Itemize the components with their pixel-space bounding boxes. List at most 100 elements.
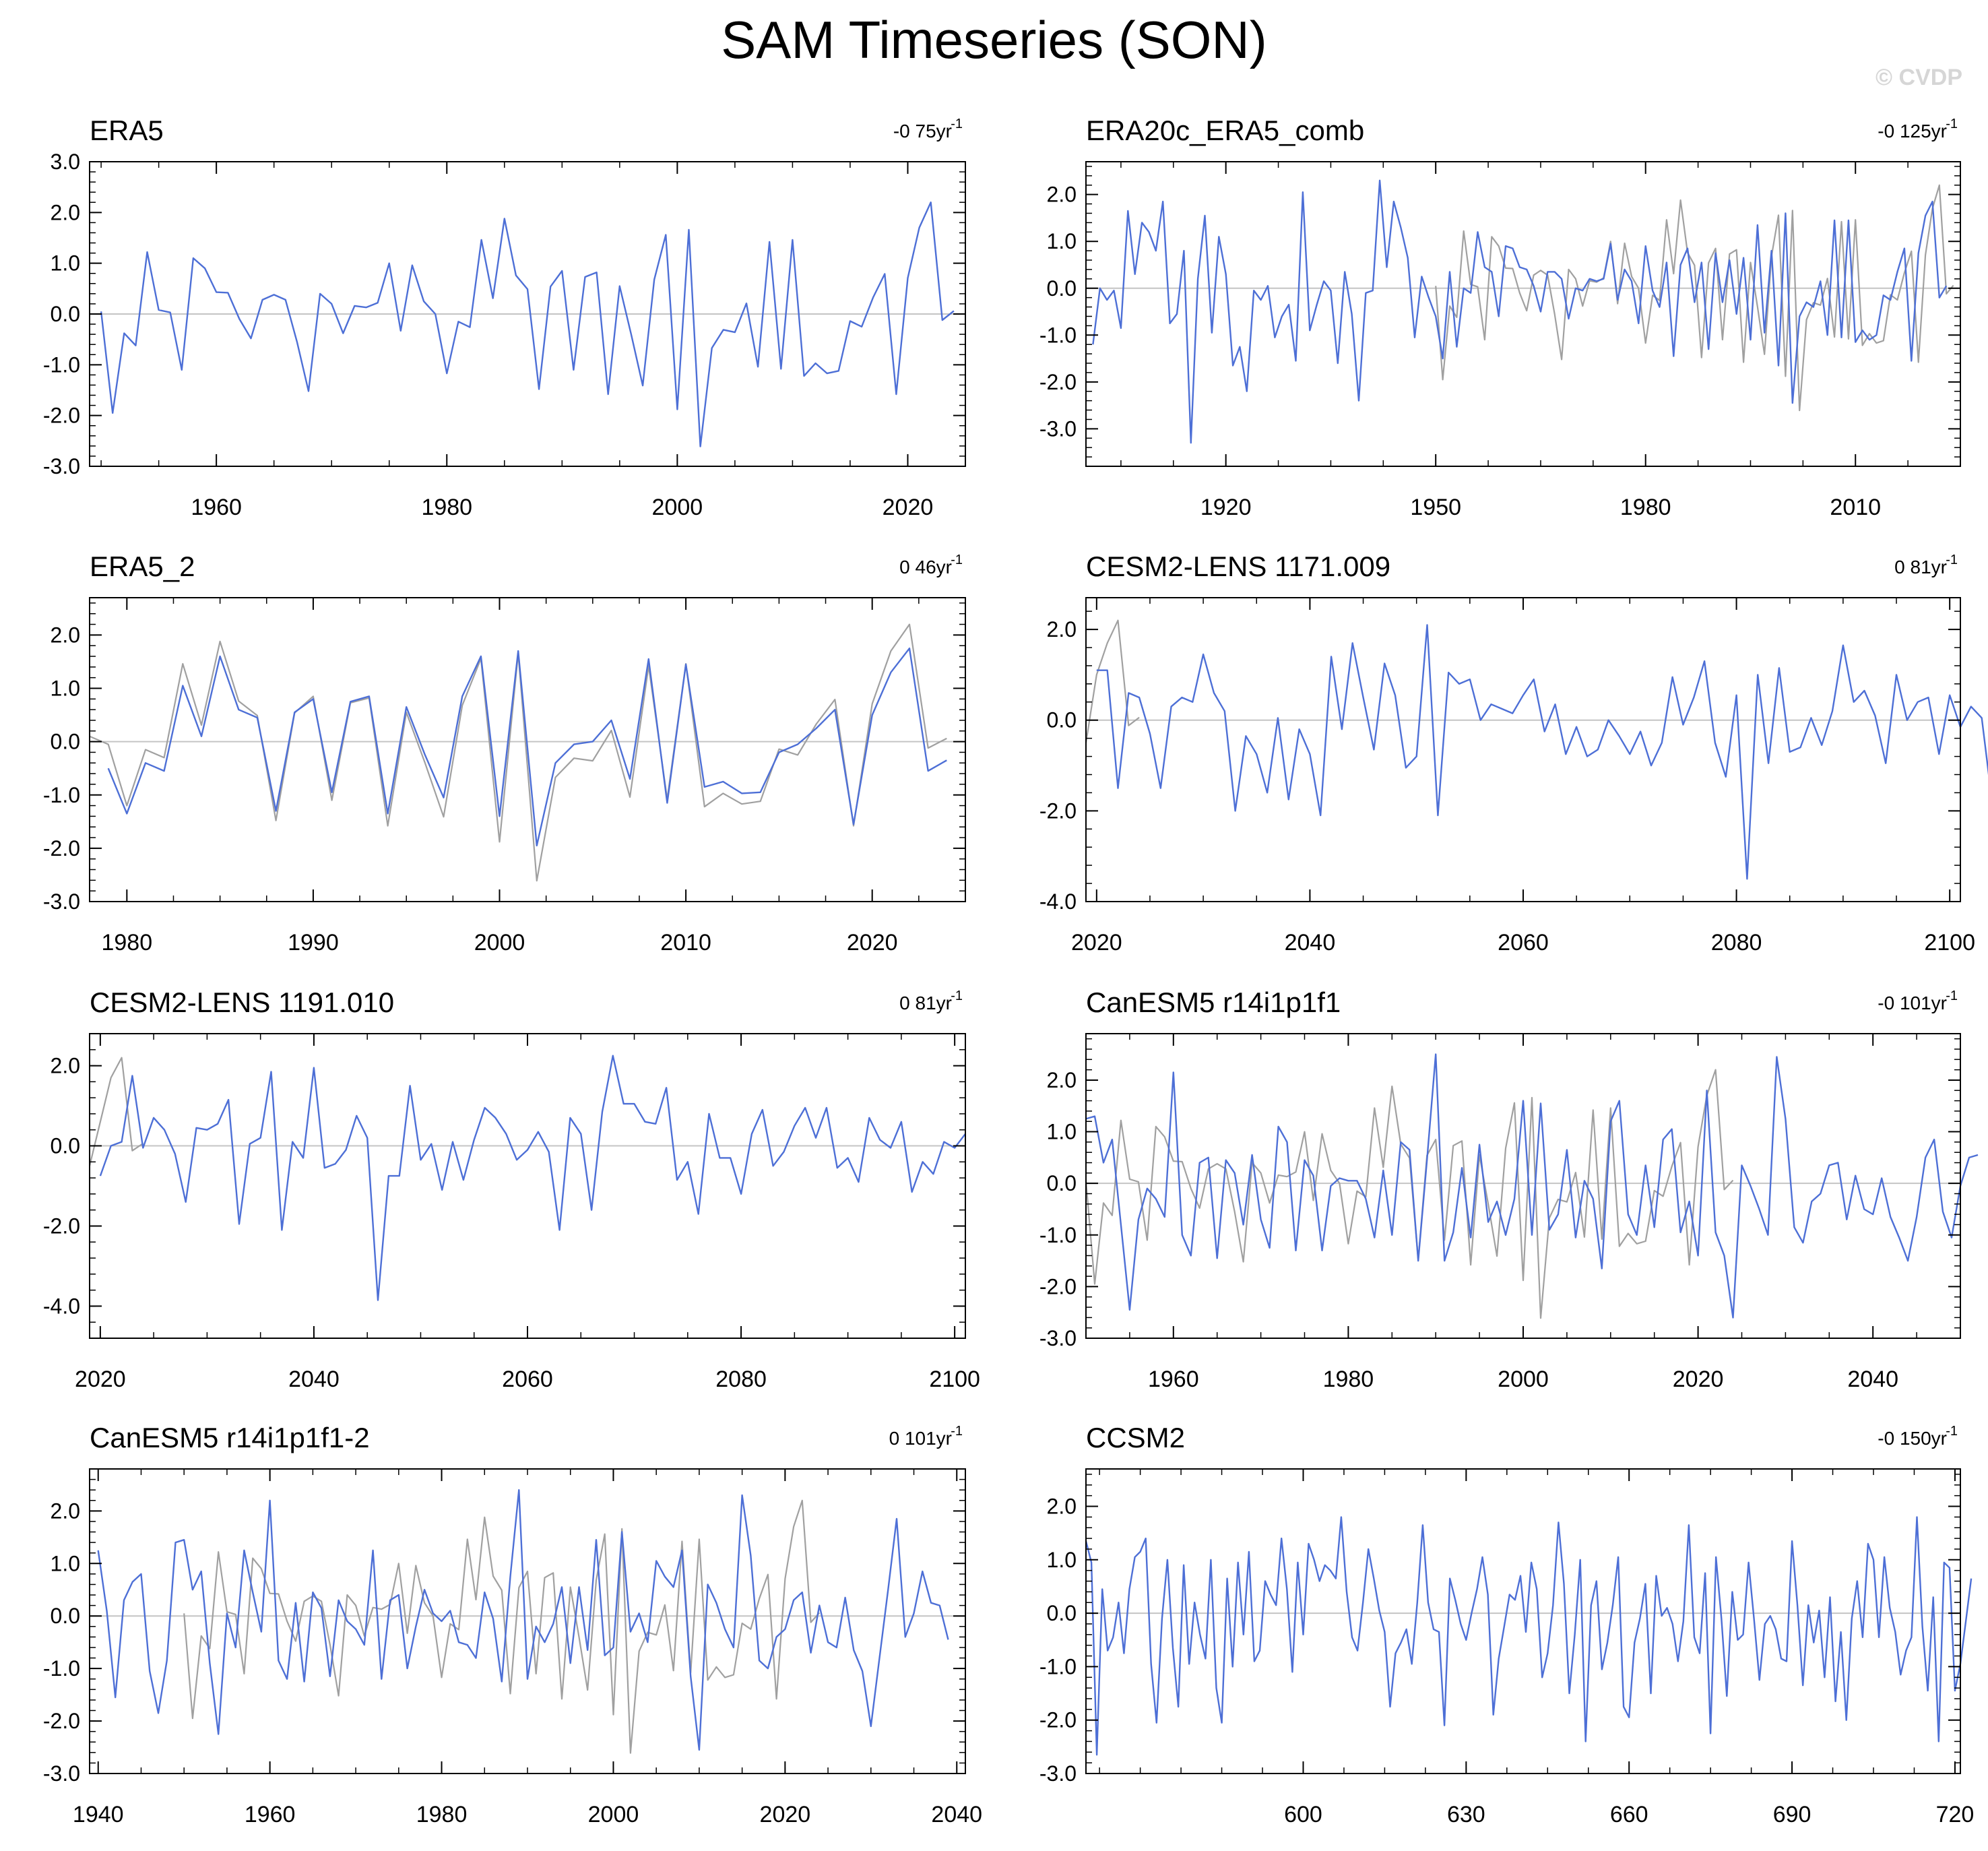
trend-superscript: -1 <box>951 1424 963 1439</box>
x-tick-label: 1980 <box>421 495 472 520</box>
y-tick-label: 2.0 <box>1047 183 1077 207</box>
panel-title: CCSM2 <box>1086 1422 1185 1453</box>
y-tick-label: 0.0 <box>51 302 80 326</box>
x-tick-label: 2000 <box>1498 1367 1549 1392</box>
y-tick-label: -1.0 <box>1039 1223 1077 1247</box>
plot-frame <box>1085 1468 1961 1774</box>
y-tick-label: 2.0 <box>51 623 80 647</box>
y-tick-label: -3.0 <box>43 889 80 914</box>
series-line-era5-2 <box>107 648 947 847</box>
y-tick-label: 2.0 <box>51 1054 80 1078</box>
series-line-canesm5-r14i1p1f1-2 <box>97 1488 949 1751</box>
x-tick-label: 1980 <box>416 1802 468 1827</box>
plot-frame <box>1085 1033 1961 1339</box>
trend-label: 0 101yr <box>889 1428 952 1449</box>
y-tick-label: -4.0 <box>1039 889 1077 914</box>
y-tick-label: -1.0 <box>1039 1654 1077 1679</box>
series-line-era5 <box>1085 1069 1734 1319</box>
x-tick-label: 1960 <box>245 1802 296 1827</box>
trend-superscript: -1 <box>951 553 963 567</box>
x-tick-label: 2060 <box>1498 930 1549 955</box>
y-tick-label: -2.0 <box>43 1214 80 1238</box>
x-tick-label: 2040 <box>931 1802 982 1827</box>
y-tick-label: 1.0 <box>51 677 80 701</box>
plot-frame <box>89 1033 966 1339</box>
y-tick-label: -1.0 <box>43 783 80 807</box>
x-tick-label: 1960 <box>191 495 242 520</box>
x-tick-label: 2020 <box>883 495 934 520</box>
y-tick-label: -4.0 <box>43 1294 80 1318</box>
series-line-cesm2-lens-1191-010 <box>99 1055 966 1301</box>
trend-superscript: -1 <box>1946 553 1958 567</box>
series-line-era5-recent <box>88 1057 143 1166</box>
trend-label: 0 81yr <box>1894 557 1947 577</box>
panel-title: CESM2-LENS 1191.010 <box>90 986 394 1018</box>
plot-frame <box>89 1468 966 1774</box>
trend-label: -0 101yr <box>1878 993 1947 1013</box>
x-tick-label: 1980 <box>1323 1367 1374 1392</box>
x-tick-label: 1950 <box>1410 495 1461 520</box>
y-tick-label: -2.0 <box>1039 798 1077 823</box>
x-tick-label: 630 <box>1447 1802 1485 1827</box>
y-tick-label: 2.0 <box>1047 617 1077 641</box>
y-tick-label: 0.0 <box>51 730 80 754</box>
panel-title: CESM2-LENS 1171.009 <box>1086 551 1390 582</box>
panel-title: ERA5 <box>90 115 164 146</box>
y-tick-label: -3.0 <box>1039 1326 1077 1350</box>
y-tick-label: 0.0 <box>1047 708 1077 732</box>
panel-title: CanESM5 r14i1p1f1-2 <box>90 1422 370 1453</box>
trend-superscript: -1 <box>951 117 963 131</box>
y-tick-label: 2.0 <box>1047 1495 1077 1519</box>
panel-title: CanESM5 r14i1p1f1 <box>1086 986 1341 1018</box>
y-tick-label: 1.0 <box>1047 1120 1077 1144</box>
trend-label: 0 81yr <box>899 993 952 1013</box>
x-tick-label: 720 <box>1936 1802 1975 1827</box>
series-line-era5 <box>89 623 947 882</box>
y-tick-label: -1.0 <box>43 1656 80 1681</box>
series-line-era20c-era5-comb <box>1092 179 1948 444</box>
series-line-era5 <box>183 1499 821 1754</box>
series-line-ccsm2 <box>1085 1516 1973 1756</box>
x-tick-label: 2100 <box>1924 930 1975 955</box>
x-tick-label: 1960 <box>1148 1367 1199 1392</box>
x-tick-label: 2080 <box>715 1367 767 1392</box>
x-tick-label: 2020 <box>75 1367 126 1392</box>
x-tick-label: 2010 <box>1830 495 1881 520</box>
x-tick-label: 660 <box>1610 1802 1648 1827</box>
x-tick-label: 2000 <box>588 1802 639 1827</box>
series-line-era5-recent <box>1085 619 1140 743</box>
panel-title: ERA20c_ERA5_comb <box>1086 115 1364 146</box>
series-line-canesm5-r14i1p1f1 <box>1085 1053 1979 1319</box>
x-tick-label: 2020 <box>1673 1367 1724 1392</box>
plot-frame <box>89 597 966 902</box>
series-line-cesm2-lens-1171-009 <box>1096 624 1988 880</box>
y-tick-label: 1.0 <box>51 1551 80 1575</box>
y-tick-label: 2.0 <box>51 1499 80 1523</box>
x-tick-label: 1980 <box>1620 495 1671 520</box>
main-title: SAM Timeseries (SON) <box>721 10 1267 69</box>
y-tick-label: 0.0 <box>51 1604 80 1628</box>
x-tick-label: 2040 <box>1285 930 1336 955</box>
y-tick-label: -2.0 <box>43 836 80 860</box>
y-tick-label: -1.0 <box>43 352 80 377</box>
y-tick-label: 1.0 <box>1047 1548 1077 1572</box>
x-tick-label: 2080 <box>1711 930 1762 955</box>
x-tick-label: 600 <box>1284 1802 1322 1827</box>
x-tick-label: 2020 <box>760 1802 811 1827</box>
y-tick-label: -2.0 <box>43 404 80 428</box>
x-tick-label: 2040 <box>1847 1367 1898 1392</box>
x-tick-label: 1940 <box>73 1802 124 1827</box>
y-tick-label: -2.0 <box>1039 1708 1077 1732</box>
x-tick-label: 2020 <box>1071 930 1122 955</box>
x-tick-label: 1980 <box>101 930 152 955</box>
y-tick-label: 0.0 <box>51 1134 80 1158</box>
y-tick-label: -2.0 <box>1039 370 1077 394</box>
y-tick-label: -2.0 <box>1039 1274 1077 1298</box>
